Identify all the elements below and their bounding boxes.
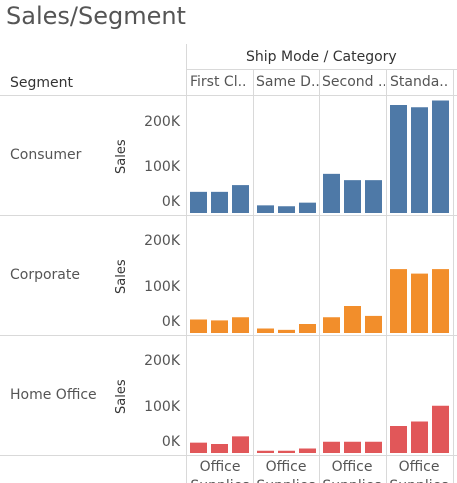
tick-label: 100K bbox=[144, 399, 180, 415]
bar-corporate-2-1[interactable] bbox=[344, 306, 361, 333]
bar-home-office-3-2[interactable] bbox=[432, 405, 449, 453]
bar-home-office-1-1[interactable] bbox=[278, 450, 295, 453]
bar-consumer-0-2[interactable] bbox=[232, 185, 249, 213]
bar-corporate-1-1[interactable] bbox=[278, 329, 295, 333]
footer-category-label[interactable]: Office bbox=[199, 459, 241, 475]
bar-consumer-3-2[interactable] bbox=[432, 100, 449, 214]
tick-label: 200K bbox=[144, 233, 180, 249]
column-group-header: Ship Mode / Category bbox=[246, 49, 397, 65]
bar-consumer-0-1[interactable] bbox=[211, 191, 228, 213]
bar-corporate-2-2[interactable] bbox=[365, 315, 382, 333]
bar-corporate-1-0[interactable] bbox=[257, 328, 274, 334]
axis-divider bbox=[186, 44, 187, 483]
bar-consumer-3-0[interactable] bbox=[390, 105, 407, 213]
bar-home-office-1-2[interactable] bbox=[299, 448, 316, 454]
group-header-divider bbox=[186, 69, 457, 70]
tick-label: 200K bbox=[144, 353, 180, 369]
bar-home-office-3-1[interactable] bbox=[411, 421, 428, 454]
bar-consumer-2-2[interactable] bbox=[365, 180, 382, 213]
bar-corporate-0-2[interactable] bbox=[232, 317, 249, 333]
bar-corporate-0-0[interactable] bbox=[190, 319, 207, 334]
column-header-second-class[interactable]: Second .. bbox=[322, 74, 385, 90]
column-header-standard-class[interactable]: Standa.. bbox=[390, 74, 449, 90]
bar-home-office-0-2[interactable] bbox=[232, 436, 249, 453]
footer-category-label-line2: Supplies bbox=[387, 478, 451, 483]
pane-divider bbox=[319, 70, 320, 483]
footer-category-label-line2: Supplies bbox=[320, 478, 384, 483]
row-label-consumer[interactable]: Consumer bbox=[10, 147, 82, 163]
pane-divider bbox=[386, 70, 387, 483]
footer-category-label[interactable]: Office bbox=[331, 459, 373, 475]
column-header-first-class[interactable]: First Cl.. bbox=[190, 74, 247, 90]
tick-label: 0K bbox=[161, 314, 180, 330]
tick-label: 100K bbox=[144, 159, 180, 175]
bar-corporate-2-0[interactable] bbox=[323, 317, 340, 333]
row-divider bbox=[0, 215, 457, 216]
bar-corporate-0-1[interactable] bbox=[211, 320, 228, 333]
tick-label: 0K bbox=[161, 434, 180, 450]
row-divider bbox=[0, 455, 457, 456]
bar-home-office-3-0[interactable] bbox=[390, 426, 407, 453]
header-divider bbox=[0, 95, 457, 96]
footer-category-label-line2: Supplies bbox=[254, 478, 318, 483]
bar-home-office-1-0[interactable] bbox=[257, 450, 274, 453]
bar-corporate-1-2[interactable] bbox=[299, 324, 316, 333]
tick-label: 0K bbox=[161, 194, 180, 210]
row-label-home-office[interactable]: Home Office bbox=[10, 387, 97, 403]
bar-consumer-2-1[interactable] bbox=[344, 180, 361, 213]
bar-consumer-1-2[interactable] bbox=[299, 202, 316, 213]
bar-home-office-2-2[interactable] bbox=[365, 441, 382, 453]
bar-corporate-3-0[interactable] bbox=[390, 269, 407, 333]
bar-corporate-3-1[interactable] bbox=[411, 273, 428, 333]
tick-label: 100K bbox=[144, 279, 180, 295]
bar-consumer-2-0[interactable] bbox=[323, 173, 340, 213]
bar-home-office-2-1[interactable] bbox=[344, 441, 361, 453]
column-header-same-day[interactable]: Same D.. bbox=[256, 74, 319, 90]
footer-category-label[interactable]: Office bbox=[265, 459, 307, 475]
pane-divider bbox=[453, 70, 454, 483]
page-title: Sales/Segment bbox=[6, 2, 186, 30]
bar-consumer-1-1[interactable] bbox=[278, 206, 295, 213]
footer-category-label-line2: Supplies bbox=[188, 478, 252, 483]
pane-divider bbox=[253, 70, 254, 483]
bar-consumer-3-1[interactable] bbox=[411, 107, 428, 213]
footer-category-label[interactable]: Office bbox=[398, 459, 440, 475]
bar-corporate-3-2[interactable] bbox=[432, 269, 449, 333]
row-label-corporate[interactable]: Corporate bbox=[10, 267, 80, 283]
row-dimension-header: Segment bbox=[10, 75, 73, 91]
bar-home-office-0-1[interactable] bbox=[211, 444, 228, 453]
bar-consumer-1-0[interactable] bbox=[257, 205, 274, 213]
bar-home-office-2-0[interactable] bbox=[323, 441, 340, 453]
bar-consumer-0-0[interactable] bbox=[190, 191, 207, 213]
tick-label: 200K bbox=[144, 114, 180, 130]
row-divider bbox=[0, 335, 457, 336]
bar-home-office-0-0[interactable] bbox=[190, 442, 207, 453]
